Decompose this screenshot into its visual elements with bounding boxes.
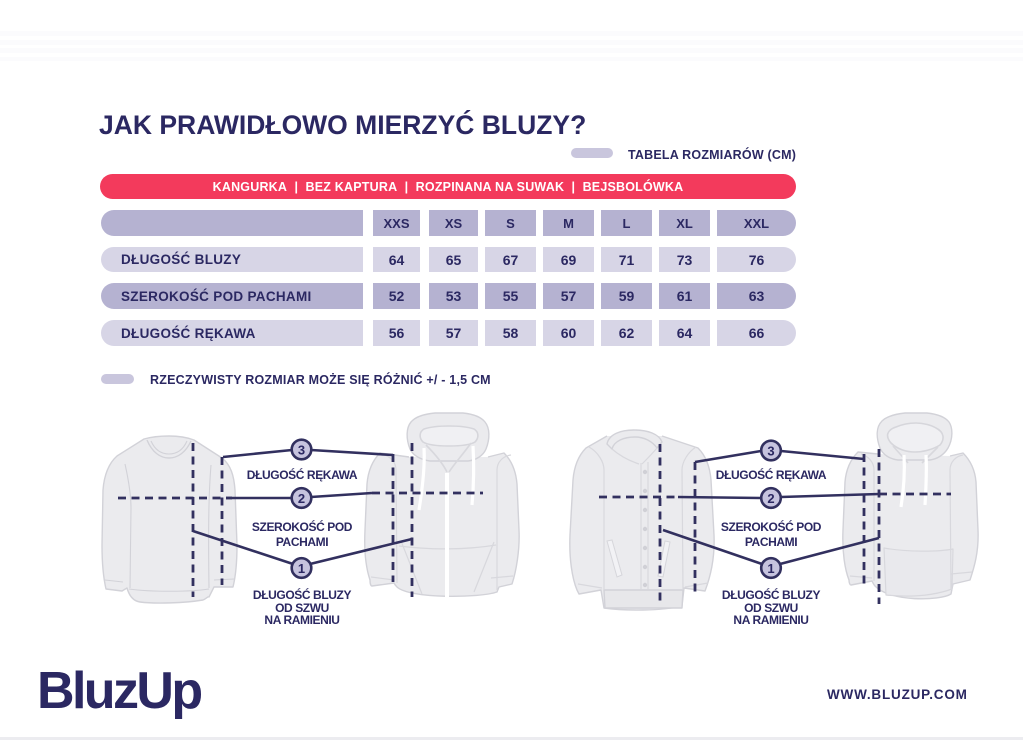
svg-text:2: 2 (767, 491, 774, 506)
svg-text:3: 3 (767, 444, 774, 459)
svg-text:1: 1 (298, 561, 305, 576)
svg-text:3: 3 (298, 443, 305, 458)
svg-text:1: 1 (767, 561, 774, 576)
svg-text:2: 2 (298, 491, 305, 506)
